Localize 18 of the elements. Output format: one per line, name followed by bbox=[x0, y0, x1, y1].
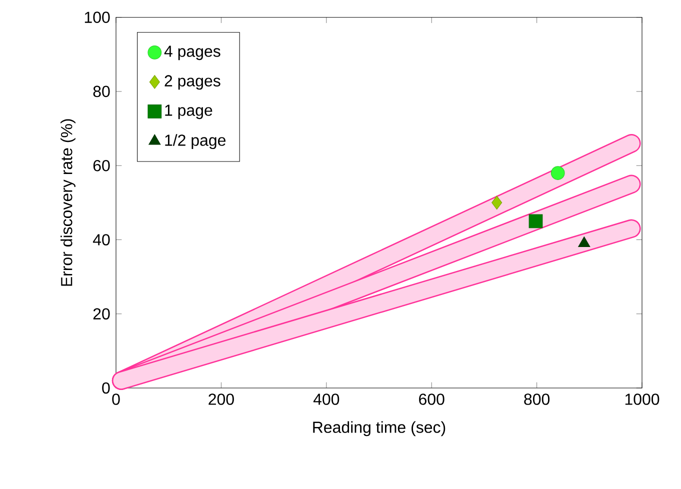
y-tick-label: 100 bbox=[84, 12, 110, 23]
y-tick-label: 80 bbox=[93, 86, 110, 98]
x-tick-label: 600 bbox=[419, 394, 444, 405]
y-axis-title: Error discovery rate (%) bbox=[60, 119, 76, 286]
y-tick-label: 0 bbox=[102, 382, 110, 394]
x-axis-title: Reading time (sec) bbox=[313, 421, 446, 436]
y-tick-label: 40 bbox=[92, 234, 110, 246]
x-tick-label: 400 bbox=[313, 394, 340, 405]
legend-label: 1/2 page bbox=[165, 134, 226, 150]
y-tick-label: 20 bbox=[93, 308, 110, 320]
x-tick-label: 0 bbox=[112, 394, 120, 405]
legend-label: 1 page bbox=[165, 104, 212, 120]
legend-label: 2 pages bbox=[164, 75, 220, 90]
y-tick-label: 60 bbox=[93, 160, 110, 172]
x-tick-label: 800 bbox=[524, 394, 550, 405]
legend-label: 4 pages bbox=[164, 46, 220, 60]
x-tick-label: 1000 bbox=[625, 394, 660, 405]
x-tick-label: 200 bbox=[208, 394, 234, 405]
